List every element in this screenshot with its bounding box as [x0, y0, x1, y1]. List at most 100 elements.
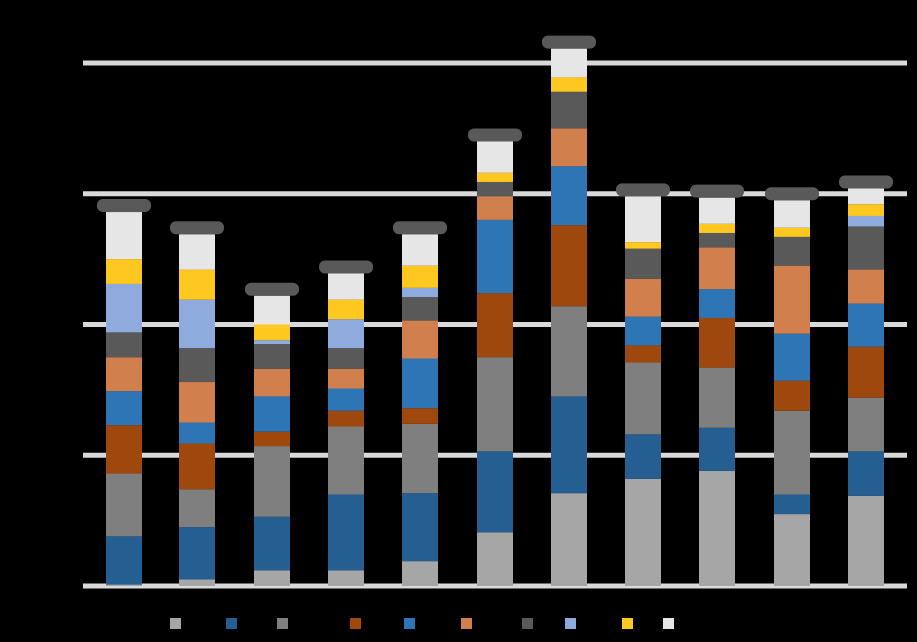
- bar-segment-c7-s10: [551, 48, 587, 78]
- bar-segment-c5-s7: [402, 297, 438, 321]
- bar-stack-3: [254, 295, 290, 586]
- bar-segment-c11-s7: [848, 226, 884, 270]
- legend-swatch-4: [350, 618, 361, 629]
- bar-segment-c7-s4: [551, 225, 587, 307]
- bar-segment-c4-s5: [328, 388, 364, 411]
- bar-segment-c11-s5: [848, 303, 884, 347]
- data-label-bg-7: [542, 35, 596, 49]
- bar-segment-c4-s8: [328, 319, 364, 349]
- bar-segment-c6-s1: [477, 532, 513, 586]
- data-label-bg-6: [468, 128, 522, 142]
- bar-stack-6: [477, 141, 513, 586]
- bar-segment-c9-s7: [699, 232, 735, 248]
- data-label-bg-10: [765, 187, 819, 201]
- bar-segment-c11-s9: [848, 204, 884, 216]
- bar-segment-c5-s6: [402, 320, 438, 359]
- bar-segment-c1-s4: [106, 425, 142, 474]
- bar-segment-c1-s9: [106, 259, 142, 284]
- bar-segment-c3-s7: [254, 344, 290, 369]
- bar-segment-c2-s9: [179, 269, 215, 300]
- bar-segment-c3-s6: [254, 368, 290, 397]
- bar-stack-2: [179, 234, 215, 586]
- bar-segment-c6-s3: [477, 357, 513, 452]
- bar-segment-c8-s10: [625, 196, 661, 243]
- bar-stacks: [106, 48, 884, 586]
- bar-segment-c2-s6: [179, 382, 215, 423]
- bar-segment-c10-s1: [774, 514, 810, 586]
- legend-swatch-3: [277, 618, 288, 629]
- legend-swatch-6: [461, 618, 472, 629]
- bar-segment-c11-s4: [848, 346, 884, 398]
- bar-segment-c10-s10: [774, 200, 810, 228]
- bar-segment-c5-s4: [402, 408, 438, 424]
- bar-segment-c10-s3: [774, 410, 810, 495]
- bar-segment-c7-s7: [551, 91, 587, 129]
- bar-segment-c9-s5: [699, 289, 735, 318]
- bar-segment-c2-s4: [179, 443, 215, 490]
- bar-segment-c3-s9: [254, 324, 290, 341]
- bar-segment-c1-s1: [106, 584, 142, 586]
- bar-segment-c9-s3: [699, 367, 735, 428]
- bar-segment-c1-s2: [106, 536, 142, 585]
- bar-segment-c8-s4: [625, 345, 661, 363]
- bar-segment-c4-s1: [328, 570, 364, 586]
- bar-segment-c1-s8: [106, 283, 142, 333]
- bar-segment-c7-s9: [551, 77, 587, 92]
- bar-segment-c2-s2: [179, 527, 215, 580]
- bar-segment-c3-s3: [254, 446, 290, 517]
- data-labels: [97, 35, 893, 296]
- data-label-bg-8: [616, 183, 670, 197]
- bar-segment-c5-s3: [402, 423, 438, 494]
- data-label-bg-2: [170, 221, 224, 235]
- bar-segment-c5-s8: [402, 287, 438, 298]
- bar-segment-c2-s3: [179, 489, 215, 528]
- bar-segment-c5-s5: [402, 358, 438, 409]
- bar-segment-c1-s5: [106, 391, 142, 426]
- legend-swatch-9: [622, 618, 633, 629]
- bar-segment-c2-s1: [179, 579, 215, 586]
- bar-segment-c10-s9: [774, 227, 810, 237]
- bar-stack-4: [328, 273, 364, 586]
- legend: [170, 618, 674, 629]
- bar-segment-c8-s1: [625, 478, 661, 586]
- bar-segment-c2-s5: [179, 422, 215, 444]
- bar-segment-c1-s3: [106, 473, 142, 537]
- data-label-bg-3: [245, 282, 299, 296]
- bar-segment-c3-s1: [254, 570, 290, 586]
- bar-segment-c8-s2: [625, 434, 661, 479]
- bar-segment-c6-s10: [477, 141, 513, 173]
- bar-segment-c8-s7: [625, 248, 661, 279]
- bar-segment-c1-s6: [106, 357, 142, 392]
- bar-segment-c7-s5: [551, 166, 587, 226]
- bar-segment-c5-s9: [402, 265, 438, 288]
- bar-segment-c11-s3: [848, 397, 884, 452]
- bar-segment-c4-s2: [328, 494, 364, 571]
- bar-segment-c11-s1: [848, 495, 884, 586]
- bar-segment-c11-s6: [848, 269, 884, 304]
- data-label-bg-4: [319, 260, 373, 274]
- bar-segment-c10-s4: [774, 380, 810, 411]
- legend-swatch-1: [170, 618, 181, 629]
- bar-segment-c3-s4: [254, 431, 290, 447]
- bar-segment-c3-s2: [254, 516, 290, 571]
- bar-segment-c3-s10: [254, 295, 290, 325]
- data-label-bg-5: [393, 221, 447, 235]
- bar-stack-7: [551, 48, 587, 586]
- bar-segment-c5-s1: [402, 561, 438, 586]
- bar-segment-c3-s8: [254, 340, 290, 345]
- bar-segment-c10-s7: [774, 236, 810, 266]
- bar-segment-c2-s8: [179, 299, 215, 349]
- bar-segment-c7-s2: [551, 396, 587, 494]
- legend-swatch-2: [226, 618, 237, 629]
- bar-segment-c4-s6: [328, 368, 364, 389]
- bar-segment-c2-s10: [179, 234, 215, 270]
- bar-segment-c7-s6: [551, 128, 587, 167]
- bar-segment-c2-s7: [179, 348, 215, 383]
- bar-segment-c6-s6: [477, 196, 513, 220]
- bar-segment-c10-s5: [774, 333, 810, 381]
- legend-swatch-7: [522, 618, 533, 629]
- bar-segment-c4-s4: [328, 410, 364, 427]
- bar-segment-c6-s9: [477, 172, 513, 182]
